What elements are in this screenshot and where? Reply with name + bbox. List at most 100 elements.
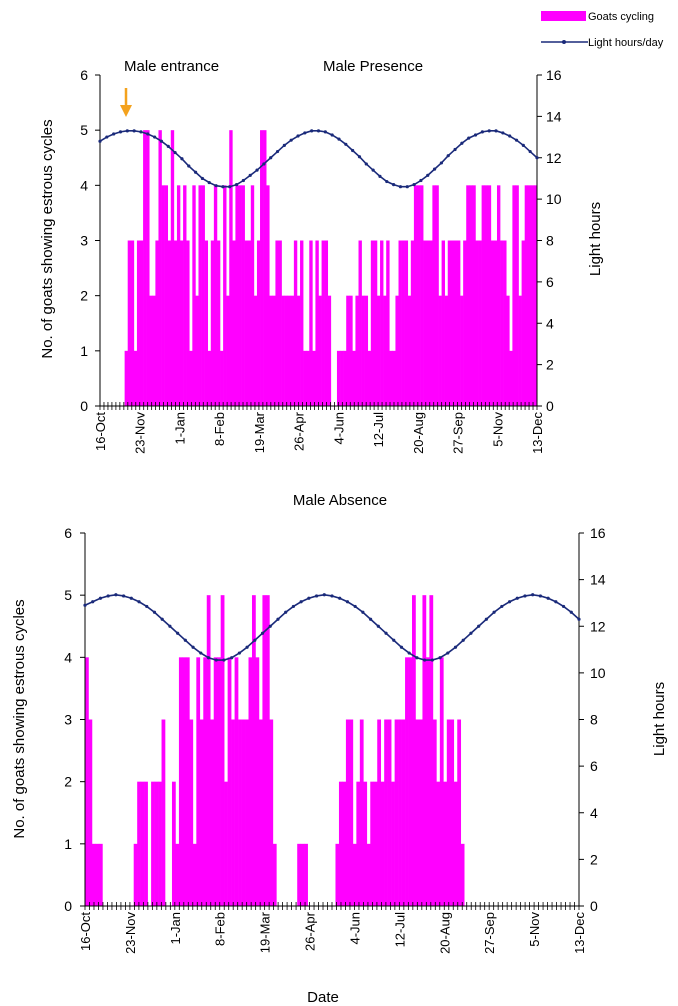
bar	[154, 781, 159, 906]
x-tick-label: 20-Aug	[437, 912, 452, 954]
line-point	[262, 162, 266, 166]
bar	[380, 781, 385, 906]
line-point	[419, 178, 423, 183]
line-point	[407, 651, 411, 655]
line-point	[446, 651, 450, 655]
bar	[457, 719, 462, 906]
bar	[359, 719, 364, 906]
bar	[133, 350, 138, 406]
bar	[345, 719, 350, 906]
y-right-tick-label: 8	[546, 233, 554, 249]
bar	[373, 781, 378, 906]
line-point	[460, 141, 464, 145]
bar-series-goats-cycling-bottom	[85, 595, 465, 906]
bar	[533, 185, 538, 406]
x-tick-label: 23-Nov	[133, 412, 148, 454]
bar	[229, 130, 233, 407]
bar	[443, 781, 448, 906]
bar	[192, 185, 196, 406]
line-point	[473, 133, 478, 137]
x-tick-label: 4-Jun	[331, 412, 346, 445]
bar	[408, 657, 413, 906]
bar	[506, 295, 510, 406]
line-point	[467, 136, 471, 140]
x-tick-label: 13-Dec	[530, 412, 545, 454]
bar	[255, 657, 260, 906]
bar	[376, 295, 381, 406]
line-point	[221, 185, 225, 189]
bar	[266, 185, 270, 406]
bar	[444, 295, 449, 406]
line-point	[392, 183, 396, 187]
line-point	[106, 594, 110, 598]
bar	[438, 295, 442, 406]
line-markers-bottom	[83, 593, 581, 662]
x-tick-label: 1-Jan	[168, 912, 183, 945]
bar	[356, 781, 361, 906]
y-left-tick-label: 0	[80, 398, 88, 414]
line-point	[98, 596, 103, 600]
bar	[398, 719, 402, 906]
y-right-tick-label: 10	[546, 191, 562, 207]
bar	[340, 350, 344, 406]
bar	[175, 843, 180, 906]
bar	[278, 240, 282, 406]
bar	[346, 295, 350, 406]
bar	[420, 185, 424, 406]
line-point	[303, 131, 307, 135]
line-point	[345, 600, 350, 604]
bar	[248, 657, 253, 906]
line-point	[432, 167, 437, 171]
line-point	[430, 658, 434, 662]
line-point	[307, 596, 311, 600]
bar	[198, 185, 202, 406]
line-point	[376, 624, 380, 628]
y-left-tick-label: 2	[64, 774, 72, 790]
bar	[395, 295, 399, 406]
line-point	[487, 129, 491, 133]
bar	[453, 781, 458, 906]
bar	[336, 350, 341, 406]
bar	[377, 719, 382, 906]
bar	[512, 185, 516, 406]
bar	[182, 657, 187, 906]
bar	[155, 240, 159, 406]
bar	[446, 719, 451, 906]
bar	[466, 185, 470, 406]
line-point	[248, 173, 252, 177]
line-point	[492, 610, 496, 614]
bar	[312, 350, 316, 406]
annotation-male-entrance: Male entrance	[124, 58, 219, 75]
bar	[370, 781, 375, 906]
bar	[493, 240, 498, 406]
bar	[250, 185, 255, 406]
line-point	[338, 596, 342, 600]
bar	[85, 657, 89, 906]
bar	[456, 240, 461, 406]
bar	[244, 240, 249, 406]
bar	[429, 595, 434, 906]
bar	[363, 781, 368, 906]
bar	[293, 240, 298, 406]
x-tick-label: 27-Sep	[482, 912, 497, 954]
bar	[223, 185, 227, 406]
line-point	[561, 604, 566, 609]
x-tick-label: 1-Jan	[172, 412, 187, 445]
bar	[290, 295, 295, 406]
bar	[143, 130, 147, 407]
bar	[91, 843, 96, 906]
axes-bottom	[80, 532, 584, 910]
x-tick-label: 19-Mar	[252, 411, 267, 453]
bar	[415, 719, 420, 906]
bar	[204, 240, 209, 406]
bar	[373, 240, 378, 406]
bar	[391, 781, 395, 906]
bar	[394, 719, 399, 906]
line-point	[378, 174, 382, 178]
bar	[503, 240, 507, 406]
line-point	[91, 600, 95, 604]
line-point	[222, 658, 226, 662]
line-point	[446, 154, 450, 158]
annotation-male-presence: Male Presence	[323, 58, 423, 75]
line-point	[515, 596, 519, 600]
